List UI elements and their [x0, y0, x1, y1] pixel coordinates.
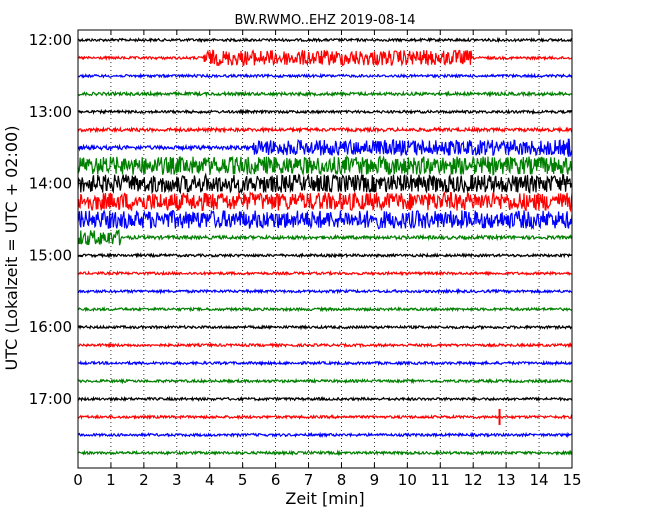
x-tick-label: 2 — [139, 471, 149, 489]
x-tick-label: 10 — [398, 471, 417, 489]
x-tick-label: 1 — [106, 471, 116, 489]
trace-line — [77, 431, 573, 439]
y-tick-label: 13:00 — [29, 103, 72, 121]
trace-line — [77, 89, 573, 98]
trace-line — [77, 154, 573, 177]
y-tick-label: 14:00 — [29, 175, 72, 193]
x-axis-label: Zeit [min] — [285, 489, 364, 508]
y-tick-label: 16:00 — [29, 318, 72, 336]
trace-line — [77, 324, 573, 331]
grid — [110, 30, 540, 468]
y-tick-label: 12:00 — [29, 31, 72, 49]
trace-line — [77, 229, 573, 246]
trace-line — [78, 49, 573, 67]
x-tick-label: 4 — [205, 471, 215, 489]
trace-line — [77, 125, 573, 134]
trace-line — [77, 36, 572, 44]
x-axis: 0 1 2 3 4 5 6 7 8 9 10 11 12 13 14 15 — [73, 30, 582, 489]
trace-line — [78, 306, 573, 313]
chart-title: BW.RWMO..EHZ 2019-08-14 — [234, 13, 415, 28]
trace-line — [77, 172, 573, 195]
x-tick-label: 5 — [238, 471, 248, 489]
x-tick-label: 12 — [464, 471, 483, 489]
x-tick-label: 11 — [431, 471, 450, 489]
y-axis: 12:00 13:00 14:00 15:00 16:00 17:00 — [29, 31, 572, 408]
y-axis-label: UTC (Lokalzeit = UTC + 02:00) — [2, 126, 21, 371]
traces — [77, 36, 573, 457]
trace-line — [77, 359, 573, 367]
y-tick-label: 15:00 — [29, 246, 72, 264]
trace-line — [77, 72, 573, 80]
trace-line — [77, 270, 573, 277]
trace-line — [77, 252, 573, 259]
trace-line — [77, 377, 573, 385]
trace-line — [77, 138, 573, 158]
trace-line — [77, 413, 573, 421]
trace-line — [77, 209, 573, 231]
trace-line — [77, 190, 573, 213]
x-tick-label: 7 — [304, 471, 314, 489]
x-tick-label: 8 — [337, 471, 347, 489]
x-tick-label: 14 — [530, 471, 549, 489]
trace-line — [77, 108, 573, 116]
plot-frame — [77, 29, 573, 469]
x-tick-label: 15 — [562, 471, 581, 489]
x-tick-label: 6 — [271, 471, 281, 489]
x-tick-label: 0 — [73, 471, 83, 489]
x-tick-label: 3 — [172, 471, 182, 489]
y-tick-label: 17:00 — [29, 390, 72, 408]
trace-line — [77, 287, 573, 295]
trace-line — [77, 395, 573, 403]
trace-line — [77, 341, 573, 349]
x-tick-label: 13 — [497, 471, 516, 489]
x-tick-label: 9 — [370, 471, 380, 489]
trace-line — [77, 449, 573, 457]
